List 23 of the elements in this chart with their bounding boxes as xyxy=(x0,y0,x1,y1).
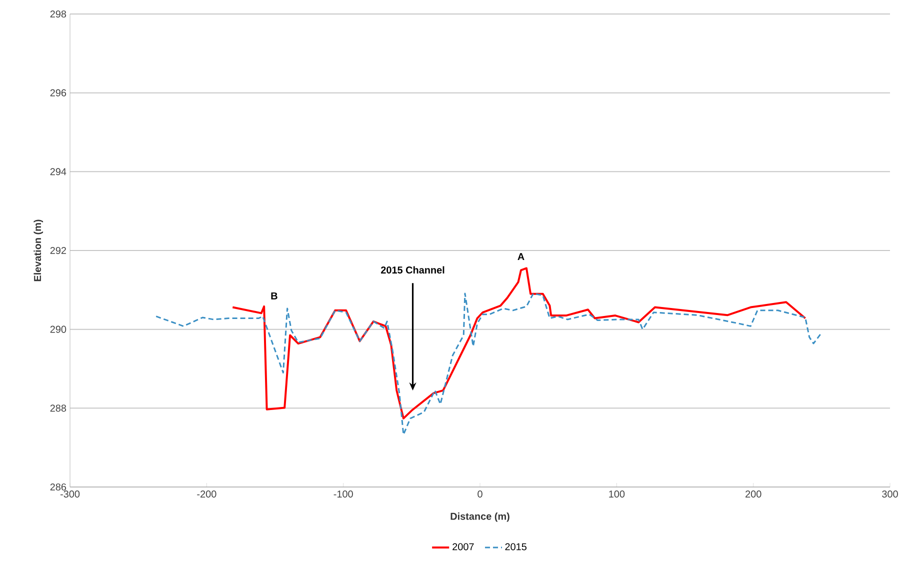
y-tick-label: 286 xyxy=(50,483,66,491)
annotation: 2015 Channel xyxy=(380,266,444,274)
x-tick-label: 0 xyxy=(478,490,482,498)
y-tick-label: 288 xyxy=(50,404,66,412)
x-tick-label: 300 xyxy=(882,490,898,498)
legend-label: 2007 xyxy=(452,543,474,550)
line-series xyxy=(155,292,822,436)
y-tick-label: 298 xyxy=(50,10,66,18)
y-tick-label: 296 xyxy=(50,89,66,96)
x-tick-label: -200 xyxy=(197,490,216,498)
y-axis-title: Elevation (m) xyxy=(34,220,44,282)
x-tick-label: -300 xyxy=(60,490,80,498)
y-tick-label: 294 xyxy=(50,168,66,176)
x-axis-title: Distance (m) xyxy=(450,512,510,522)
y-tick-label: 290 xyxy=(50,326,66,333)
y-tick-label: 292 xyxy=(50,246,66,254)
x-tick-label: 200 xyxy=(746,490,762,498)
annotation: B xyxy=(271,292,278,300)
legend-label: 2015 xyxy=(505,543,526,550)
line-series xyxy=(232,267,806,420)
x-tick-label: 100 xyxy=(609,490,625,498)
annotation: A xyxy=(518,253,524,260)
x-tick-label: -100 xyxy=(334,490,353,498)
